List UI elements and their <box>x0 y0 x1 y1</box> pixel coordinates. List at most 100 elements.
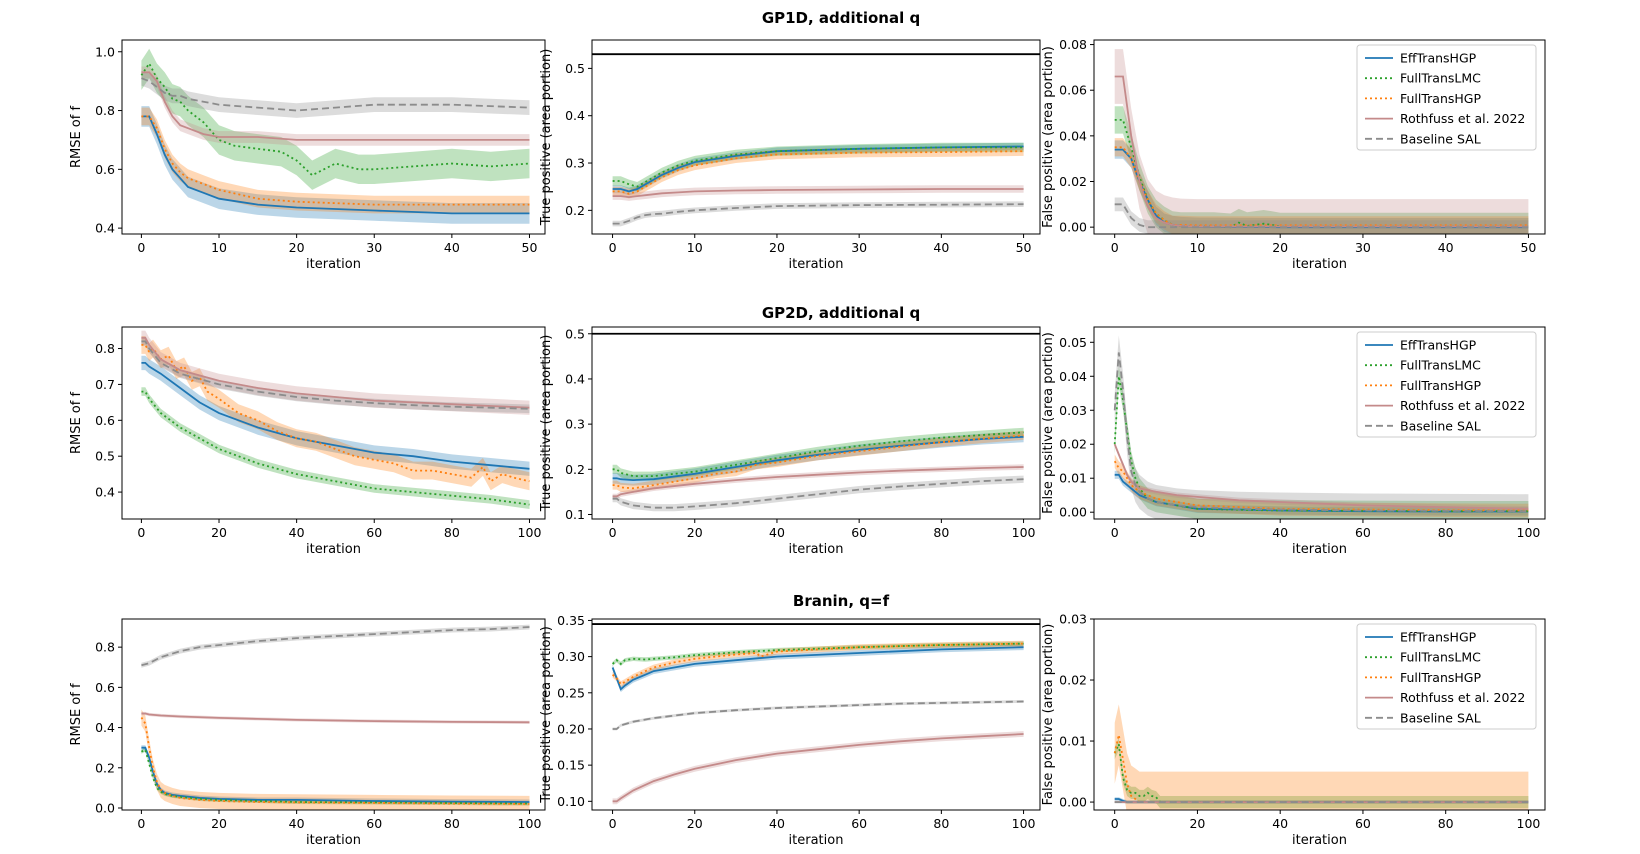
y-tick-label: 1.0 <box>95 44 115 59</box>
x-axis-label: iteration <box>789 257 844 272</box>
legend-box <box>1356 331 1537 438</box>
legend: EffTransHGP FullTransLMC FullTransHGP Rothf… <box>1356 623 1537 730</box>
band-efftranshgp <box>1114 140 1529 234</box>
subplot-1-3: 0 10 20 30 40 50 0.00 0.02 0.04 0.06 0.08 iteration… <box>1041 37 1546 272</box>
x-tick-label: 50 <box>522 240 538 255</box>
series-line-efftranshgp <box>611 646 1024 691</box>
x-tick-label: 20 <box>769 240 785 255</box>
y-tick-label: 0.00 <box>1059 220 1087 235</box>
band-fulltranshgp <box>1114 704 1529 810</box>
y-tick-label: 0.35 <box>557 613 585 628</box>
band-fulltranshgp <box>141 336 530 491</box>
x-tick-label: 100 <box>518 525 542 540</box>
x-tick-label: 100 <box>1517 525 1541 540</box>
plot-area <box>141 330 530 509</box>
y-tick-label: 0.30 <box>557 649 585 664</box>
series-line-fulltranshgp <box>612 642 1024 686</box>
x-axis-label: iteration <box>306 542 361 557</box>
subplot-1-1: 0 10 20 30 40 50 0.4 0.6 0.8 1.0 iteration RMSE of … <box>69 39 546 272</box>
series-line-efftranshgp <box>141 746 530 803</box>
x-tick-label: 20 <box>1189 816 1205 831</box>
y-tick-label: 0.5 <box>565 61 585 76</box>
x-tick-label: 40 <box>769 816 785 831</box>
series-line-fulltranslmc <box>612 431 1024 478</box>
legend-label-baseline-sal: Baseline SAL <box>1400 710 1481 725</box>
row-title-branin: Branin, q=f <box>793 592 890 610</box>
legend-label-fulltranshgp: FullTransHGP <box>1400 91 1481 106</box>
legend-box <box>1356 44 1537 151</box>
axes-frame <box>121 39 546 235</box>
series-line-rothfuss-et-al-2022 <box>141 71 530 141</box>
series-line-baseline-sal <box>141 340 530 410</box>
axes-frame <box>121 618 546 811</box>
x-tick-label: 0 <box>609 240 617 255</box>
x-axis-label: iteration <box>789 833 844 848</box>
series-line-rothfuss-et-al-2022 <box>141 712 530 724</box>
y-tick-label: 0.02 <box>1059 673 1087 688</box>
x-tick-label: 20 <box>1189 525 1205 540</box>
series-line-rothfuss-et-al-2022 <box>612 733 1024 803</box>
plot-area <box>140 48 530 224</box>
y-tick-label: 0.6 <box>95 162 115 177</box>
x-tick-label: 60 <box>366 816 382 831</box>
legend-label-baseline-sal: Baseline SAL <box>1400 418 1481 433</box>
x-tick-label: 10 <box>211 240 227 255</box>
subplot-2-2: 0 20 40 60 80 100 0.1 0.2 0.3 0.4 0.5 iteration True… <box>539 326 1041 557</box>
x-tick-label: 10 <box>1189 240 1205 255</box>
axes-frame <box>591 39 1041 235</box>
band-fulltranslmc <box>141 48 530 190</box>
y-tick-label: 0.1 <box>565 507 585 522</box>
y-tick-label: 0.6 <box>95 413 115 428</box>
y-tick-label: 0.05 <box>1059 335 1087 350</box>
legend-label-rothfuss-et-al-2022: Rothfuss et al. 2022 <box>1400 111 1525 126</box>
x-tick-label: 80 <box>444 816 460 831</box>
series-line-baseline-sal <box>612 203 1024 225</box>
y-axis-label: False positive (area portion) <box>1041 46 1056 228</box>
series-line-baseline-sal <box>1114 203 1529 229</box>
x-tick-label: 40 <box>769 525 785 540</box>
y-tick-label: 0.00 <box>1059 795 1087 810</box>
x-tick-label: 100 <box>518 816 542 831</box>
x-tick-label: 40 <box>1438 240 1454 255</box>
x-tick-label: 20 <box>211 816 227 831</box>
y-tick-label: 0.01 <box>1059 734 1087 749</box>
y-tick-label: 0.02 <box>1059 437 1087 452</box>
x-tick-label: 10 <box>687 240 703 255</box>
x-tick-label: 40 <box>289 525 305 540</box>
y-tick-label: 0.04 <box>1059 128 1087 143</box>
plot-area <box>1113 704 1529 810</box>
band-efftranshgp <box>612 431 1024 486</box>
y-tick-label: 0.8 <box>95 341 115 356</box>
y-tick-label: 0.4 <box>565 371 585 386</box>
x-tick-label: 20 <box>289 240 305 255</box>
y-tick-label: 0.25 <box>557 685 585 700</box>
x-tick-label: 0 <box>609 525 617 540</box>
plot-area <box>592 53 1040 227</box>
band-fulltranshgp <box>612 640 1024 687</box>
series-line-fulltranslmc <box>140 748 530 805</box>
x-tick-label: 20 <box>687 525 703 540</box>
y-tick-label: 0.2 <box>565 203 585 218</box>
band-fulltranshgp <box>1114 138 1529 234</box>
x-tick-label: 30 <box>851 240 867 255</box>
legend-label-efftranshgp: EffTransHGP <box>1400 51 1477 66</box>
x-tick-label: 30 <box>366 240 382 255</box>
x-tick-label: 50 <box>1016 240 1032 255</box>
y-tick-label: 0.01 <box>1059 471 1087 486</box>
series-line-rothfuss-et-al-2022 <box>141 336 530 409</box>
series-line-baseline-sal <box>141 77 530 112</box>
series-line-fulltranslmc <box>141 390 530 506</box>
series-line-fulltranshgp <box>612 434 1024 490</box>
legend-label-fulltranslmc: FullTransLMC <box>1400 71 1481 86</box>
x-tick-label: 80 <box>1438 525 1454 540</box>
band-baseline-sal <box>612 201 1024 227</box>
subplot-3-3: 0 20 40 60 80 100 0.00 0.01 0.02 0.03 iteration Fal… <box>1041 612 1546 848</box>
y-tick-label: 0.04 <box>1059 369 1087 384</box>
band-fulltranslmc <box>1114 738 1529 809</box>
x-tick-label: 80 <box>933 816 949 831</box>
axes-frame <box>591 326 1041 520</box>
y-tick-label: 0.7 <box>95 377 115 392</box>
y-tick-label: 0.6 <box>95 680 115 695</box>
x-axis-label: iteration <box>306 257 361 272</box>
y-axis-label: True positive (area portion) <box>539 49 554 227</box>
